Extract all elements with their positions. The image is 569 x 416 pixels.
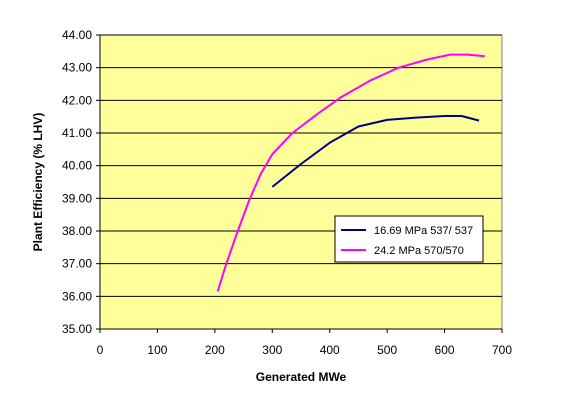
y-tick-label-3: 38.00 [62,224,92,238]
series-lines [216,53,485,292]
x-tick-label-4: 400 [320,343,340,357]
legend-label-0: 16.69 MPa 537/ 537 [374,225,473,237]
y-tick-label-8: 43.00 [62,61,92,75]
y-tick-label-2: 37.00 [62,257,92,271]
axes [96,34,503,333]
y-tick-label-0: 35.00 [62,322,92,336]
x-tick-label-3: 300 [262,343,282,357]
y-tick-label-4: 39.00 [62,191,92,205]
y-tick-label-5: 40.00 [62,159,92,173]
y-tick-labels: 35.00 36.00 37.00 38.00 39.00 40.00 41.00 42.00… [62,28,92,336]
x-tick-label-1: 100 [147,343,167,357]
plot-area [99,34,503,330]
x-tick-labels: 0 100 200 300 400 500 600 700 [97,343,513,357]
grid-lines [100,34,502,297]
y-tick-label-1: 36.00 [62,289,92,303]
legend-box [334,215,484,263]
legend: 16.69 MPa 537/ 537 24.2 MPa 570/570 [334,215,484,263]
y-tick-label-7: 42.00 [62,93,92,107]
y-tick-label-6: 41.00 [62,126,92,140]
x-tick-label-0: 0 [97,343,104,357]
y-tick-label-9: 44.00 [62,28,92,42]
x-tick-label-7: 700 [492,343,512,357]
series-line-0 [271,115,480,188]
x-tick-label-6: 600 [435,343,455,357]
x-tick-label-2: 200 [205,343,225,357]
series-line-1 [216,53,485,292]
x-tick-label-5: 500 [377,343,397,357]
y-axis-title: Plant Efficiency (% LHV) [31,113,45,252]
x-axis-title: Generated MWe [256,370,347,384]
legend-label-1: 24.2 MPa 570/570 [374,245,464,257]
